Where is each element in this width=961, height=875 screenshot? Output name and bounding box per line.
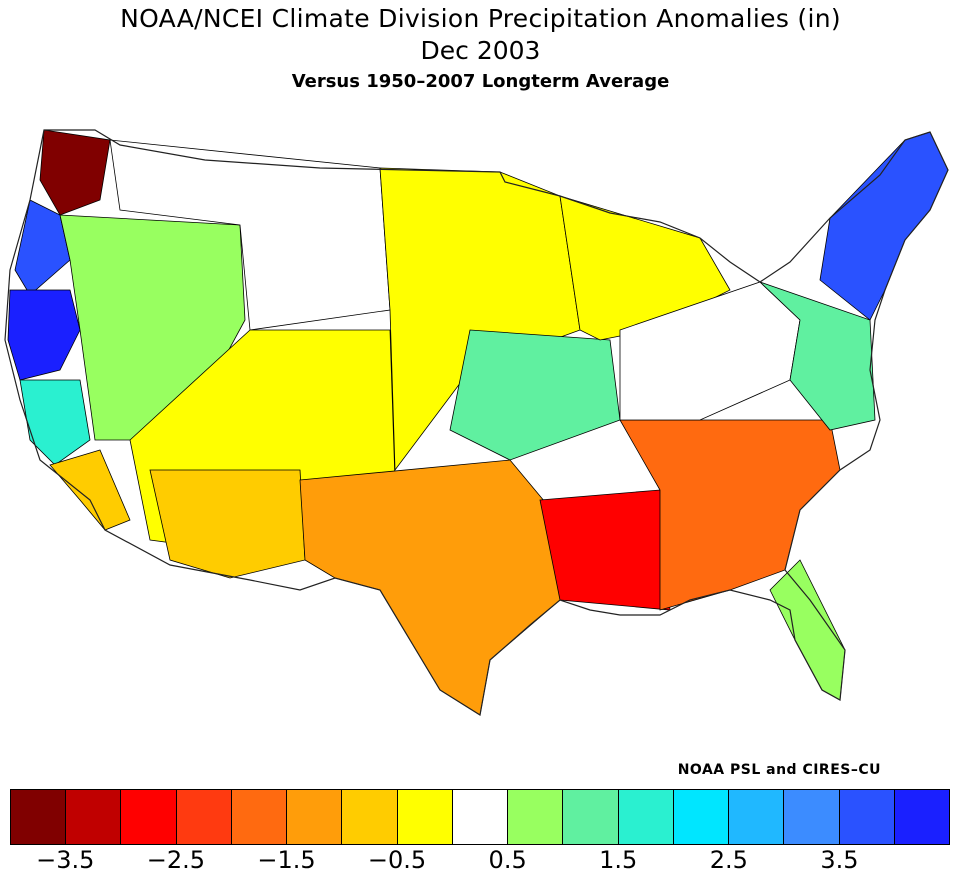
- color-legend: [10, 789, 950, 845]
- region-texas: [299, 459, 561, 716]
- legend-tick-1: −2.5: [146, 846, 206, 874]
- region-north-california: [7, 289, 81, 381]
- map-subtitle: Versus 1950–2007 Longterm Average: [291, 71, 670, 92]
- map-date: Dec 2003: [420, 36, 541, 65]
- legend-swatch-10: [563, 790, 619, 844]
- legend-tick-4: 0.5: [488, 846, 527, 874]
- legend-swatch-0: [11, 790, 67, 844]
- legend-swatch-8: [452, 790, 509, 844]
- region-arizona-southern-nm: [149, 469, 306, 579]
- legend-swatch-3: [176, 790, 232, 844]
- us-outline: [4, 129, 949, 716]
- legend-swatch-9: [508, 790, 564, 844]
- legend-tick-labels: −3.5 −2.5 −1.5 −0.5 0.5 1.5 2.5 3.5: [10, 846, 950, 874]
- legend-swatch-1: [66, 790, 122, 844]
- legend-tick-5: 1.5: [599, 846, 638, 874]
- legend-swatch-4: [231, 790, 288, 844]
- region-florida: [769, 559, 846, 701]
- legend-swatch-7: [397, 790, 453, 844]
- region-southern-california: [49, 449, 131, 531]
- region-pacific-northwest-coast: [14, 199, 71, 296]
- legend-swatch-14: [784, 790, 840, 844]
- legend-swatch-2: [121, 790, 177, 844]
- legend-tick-7: 3.5: [820, 846, 859, 874]
- region-central-plains: [449, 329, 621, 461]
- legend-swatch-13: [729, 790, 785, 844]
- legend-swatch-6: [342, 790, 398, 844]
- legend-swatch-12: [673, 790, 730, 844]
- legend-swatch-11: [618, 790, 674, 844]
- region-lower-mississippi: [539, 489, 671, 611]
- legend-tick-0: −3.5: [36, 846, 95, 874]
- legend-swatch-16: [894, 790, 949, 844]
- credit-text: NOAA PSL and CIRES–CU: [677, 762, 881, 778]
- legend-swatch-15: [839, 790, 895, 844]
- region-central-california: [19, 379, 91, 466]
- legend-tick-3: −0.5: [367, 846, 427, 874]
- map-title: NOAA/NCEI Climate Division Precipitation…: [120, 4, 841, 33]
- legend-tick-6: 2.5: [709, 846, 748, 874]
- legend-tick-2: −1.5: [257, 846, 316, 874]
- region-nw-washington: [39, 129, 111, 216]
- legend-swatch-5: [287, 790, 343, 844]
- precipitation-anomaly-map: [4, 129, 949, 716]
